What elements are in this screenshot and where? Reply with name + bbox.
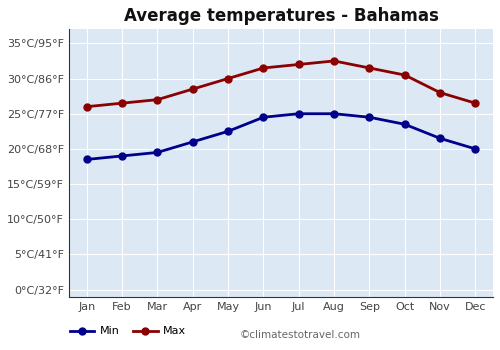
- Min: [402, 122, 407, 126]
- Max: [260, 66, 266, 70]
- Min: [296, 112, 302, 116]
- Max: [402, 73, 407, 77]
- Max: [225, 76, 231, 80]
- Min: [437, 136, 443, 140]
- Max: [472, 101, 478, 105]
- Min: [331, 112, 337, 116]
- Max: [366, 66, 372, 70]
- Max: [119, 101, 125, 105]
- Min: [154, 150, 160, 155]
- Max: [154, 98, 160, 102]
- Title: Average temperatures - Bahamas: Average temperatures - Bahamas: [124, 7, 438, 25]
- Min: [366, 115, 372, 119]
- Text: ©climatestotravel.com: ©climatestotravel.com: [240, 330, 361, 340]
- Legend: Min, Max: Min, Max: [66, 322, 191, 341]
- Min: [472, 147, 478, 151]
- Max: [331, 59, 337, 63]
- Max: [296, 62, 302, 66]
- Line: Max: Max: [83, 57, 479, 110]
- Max: [84, 105, 89, 109]
- Min: [119, 154, 125, 158]
- Line: Min: Min: [83, 110, 479, 163]
- Max: [190, 87, 196, 91]
- Min: [260, 115, 266, 119]
- Min: [84, 158, 89, 162]
- Min: [225, 129, 231, 133]
- Max: [437, 91, 443, 95]
- Min: [190, 140, 196, 144]
